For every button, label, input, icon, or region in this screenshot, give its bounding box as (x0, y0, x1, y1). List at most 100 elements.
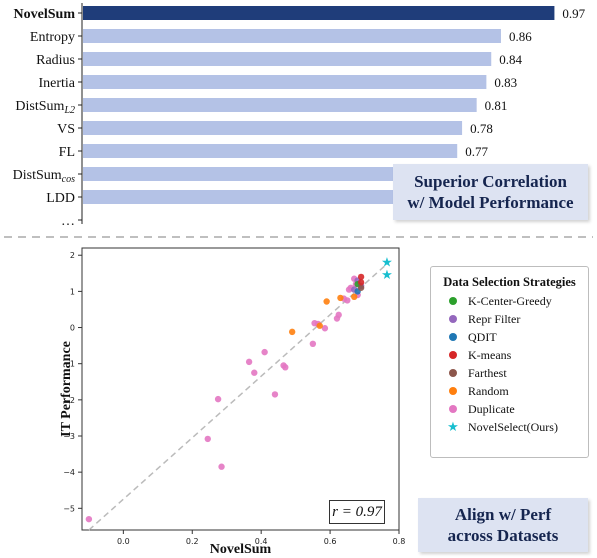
top-callout-line1: Superior Correlation (414, 172, 567, 191)
bar (83, 144, 458, 158)
scatter-point (204, 435, 211, 443)
legend-label: Random (468, 383, 509, 398)
legend-label: K-Center-Greedy (468, 293, 552, 308)
y-tick-label: 1 (70, 287, 75, 296)
legend-item: K-Center-Greedy (431, 292, 588, 310)
scatter-point (316, 322, 323, 329)
bar (83, 190, 414, 204)
x-tick-label: 0.8 (393, 537, 406, 546)
legend-item: K-means (431, 346, 588, 364)
legend-item: QDIT (431, 328, 588, 346)
dot-icon (446, 297, 460, 305)
bar-category-label: Entropy (30, 30, 75, 45)
dot-icon (446, 387, 460, 395)
bar-value-label: 0.78 (470, 121, 493, 136)
legend-label: Farthest (468, 365, 507, 380)
bar-category-label: … (61, 214, 75, 229)
bar-value-label: 0.97 (562, 6, 585, 21)
legend-label: Repr Filter (468, 311, 521, 326)
scatter-point (85, 515, 93, 523)
scatter-point (351, 293, 358, 301)
y-tick-label: −1 (63, 360, 75, 369)
bar-category-label: NovelSum (14, 7, 76, 22)
scatter-point (282, 364, 289, 371)
bar-value-label: 0.77 (465, 144, 488, 159)
bar-value-label: 0.84 (499, 52, 522, 67)
scatter-point (321, 325, 329, 332)
dot-icon (446, 369, 460, 377)
bar-category-label: DistSumcos (13, 168, 75, 185)
bar-category-label: DistSumL2 (15, 99, 75, 116)
scatter-point (337, 294, 344, 302)
scatter-point (251, 369, 258, 376)
scatter-legend: Data Selection Strategies K-Center-Greed… (430, 266, 589, 458)
bar-value-label: 0.81 (485, 98, 508, 113)
scatter-point (323, 298, 330, 305)
scatter-point-star: ★ (381, 255, 393, 270)
dot-icon (446, 405, 460, 413)
star-icon: ★ (447, 419, 459, 434)
bottom-callout: Align w/ Perf across Datasets (418, 498, 588, 552)
scatter-point (261, 348, 268, 356)
x-tick-label: 0.2 (186, 537, 199, 546)
scatter-point (245, 358, 253, 366)
x-tick-label: 0.6 (324, 537, 337, 546)
x-tick-label: 0.0 (117, 537, 130, 546)
bottom-callout-line1: Align w/ Perf (454, 505, 552, 524)
bar (83, 167, 453, 181)
bar-category-label: VS (57, 122, 75, 137)
legend-item: Repr Filter (431, 310, 588, 328)
legend-label: Duplicate (468, 401, 515, 416)
y-axis-label: IT Performance (59, 341, 74, 437)
scatter-point (357, 279, 365, 286)
bar (83, 75, 487, 89)
x-tick-label: 0.4 (255, 537, 268, 546)
bar-category-label: Radius (36, 53, 75, 68)
bar-value-label: 0.83 (494, 75, 517, 90)
legend-item: Random (431, 382, 588, 400)
bar-chart: NovelSum 0.97 Entropy 0.86 Radius 0.84 Inertia… (13, 3, 586, 229)
legend-item: ★ NovelSelect(Ours) (431, 418, 588, 436)
y-tick-label: −2 (63, 396, 75, 405)
dot-icon (446, 333, 460, 341)
bar (83, 6, 555, 20)
x-axis-label: NovelSum (210, 542, 272, 557)
scatter-point-star: ★ (381, 268, 393, 283)
scatter-point (335, 311, 342, 319)
scatter-point (288, 328, 296, 336)
bar (83, 98, 477, 112)
bar-category-label: FL (59, 145, 75, 160)
top-callout: Superior Correlation w/ Model Performanc… (393, 164, 588, 220)
legend-label: NovelSelect(Ours) (468, 419, 558, 434)
trend-line (88, 261, 390, 531)
legend-item: Duplicate (431, 400, 588, 418)
plot-frame (81, 247, 400, 531)
dot-icon (446, 315, 460, 323)
correlation-annotation: r = 0.97 (329, 500, 385, 524)
scatter-point (218, 463, 225, 470)
bar (83, 121, 463, 135)
scatter-point (309, 340, 317, 348)
legend-label: K-means (468, 347, 512, 362)
scatter-point (214, 395, 222, 403)
scatter-point (357, 273, 365, 281)
y-tick-label: −3 (63, 432, 75, 441)
top-callout-line2: w/ Model Performance (407, 193, 574, 212)
legend-item: Farthest (431, 364, 588, 382)
scatter-point (344, 297, 351, 304)
bar (83, 52, 492, 66)
dot-icon (446, 351, 460, 359)
y-tick-label: 0 (70, 324, 75, 333)
bar-value-label: 0.86 (509, 29, 532, 44)
y-tick-label: 2 (70, 251, 75, 260)
bottom-callout-line2: across Datasets (447, 526, 559, 545)
scatter-point (271, 391, 279, 398)
legend-label: QDIT (468, 329, 497, 344)
legend-title: Data Selection Strategies (443, 275, 576, 289)
y-tick-label: −4 (63, 468, 75, 477)
bar-category-label: Inertia (38, 76, 75, 91)
bar-category-label: LDD (46, 191, 75, 206)
scatter-point (357, 284, 365, 291)
bar (83, 29, 501, 43)
